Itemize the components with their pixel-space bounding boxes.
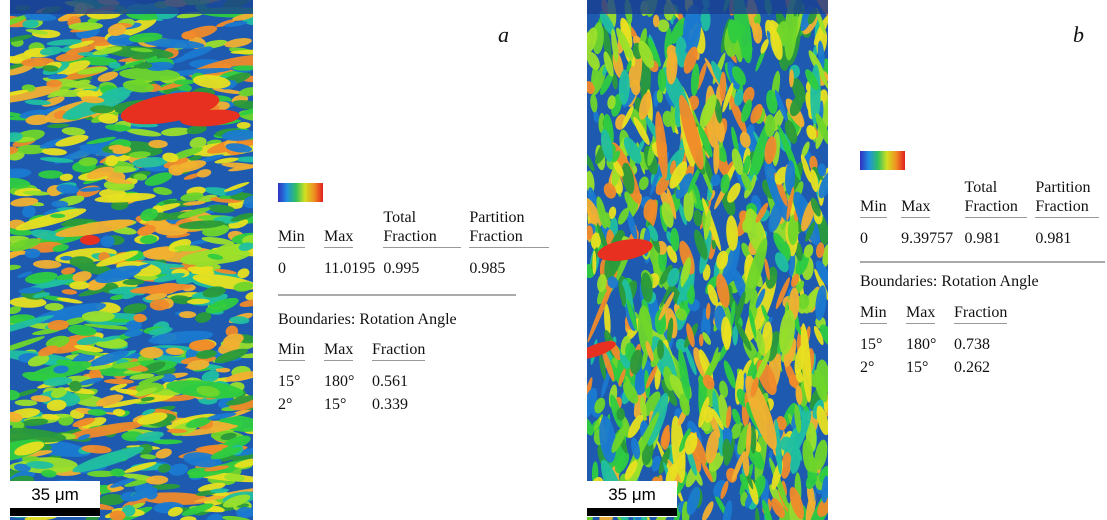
grain [161,374,176,383]
data-table: MinMaxFraction15°180°0.7382°15°0.262 [860,303,1032,377]
grain [179,311,196,318]
grain [150,299,170,310]
micrograph: 35 μm [10,0,253,520]
data-cell: 15° [860,324,906,354]
scale-bar-label: 35 μm [608,485,656,504]
data-cell: 0.339 [372,391,450,414]
data-row: 011.01950.9950.985 [278,248,557,278]
data-cell: 0 [278,248,324,278]
data-cell: 0.738 [954,324,1032,354]
scale-bar-label: 35 μm [31,485,79,504]
header-row: Min Max Total FractionPartition Fraction [860,178,1107,218]
scale-bar [10,508,100,516]
header-cell: Total Fraction [965,178,1036,218]
header-row: Min Max Total FractionPartition Fraction [278,208,557,248]
data-table: Min Max Total FractionPartition Fraction 09… [860,178,1107,248]
header-cell: Min [278,208,324,248]
header-text: Total Fraction [965,178,1028,218]
header-cell: Min [860,178,901,218]
header-cell: Min [860,303,906,324]
data-cell: 9.39757 [901,218,964,248]
data-cell: 2° [860,354,906,377]
header-row: Min Max Fraction [860,303,1032,324]
data-row: 09.397570.9810.981 [860,218,1107,248]
color-bar [278,183,323,202]
header-text: Max [324,227,353,248]
map-top-band [10,0,253,14]
header-text: Min [860,197,887,218]
data-cell: 15° [324,391,372,414]
header-cell: Max [324,208,383,248]
data-cell: 0 [860,218,901,248]
header-text: Fraction [954,303,1007,324]
page: (() => { const data = JSON.parse(documen… [0,0,1107,520]
panel-label: a [498,22,509,48]
data-cell: 2° [278,391,324,414]
map-top-band [587,0,828,14]
header-row: Min Max Fraction [278,340,450,361]
data-table: MinMaxFraction15°180°0.5612°15°0.339 [278,340,450,414]
header-cell: Max [906,303,954,324]
grain [80,235,100,245]
data-table: MinMaxTotal FractionPartition Fraction01… [278,208,557,278]
scale-bar [587,508,677,516]
separator [860,261,1105,263]
data-cell: 180° [906,324,954,354]
grain [592,250,596,274]
micrograph: 35 μm [587,0,828,520]
data-cell: 0.561 [372,361,450,391]
header-text: Partition Fraction [469,208,549,248]
separator [278,294,516,296]
header-text: Fraction [372,340,425,361]
header-cell: Total Fraction [383,208,469,248]
data-row: 15°180°0.738 [860,324,1032,354]
data-cell: 0.262 [954,354,1032,377]
data-cell: 15° [906,354,954,377]
data-row: 2°15°0.339 [278,391,450,414]
data-row: 15°180°0.561 [278,361,450,391]
panel-label: b [1073,22,1084,48]
color-bar [860,151,905,170]
header-text: Min [860,303,887,324]
data-cell: 0.981 [1035,218,1107,248]
data-cell: 0.985 [469,248,557,278]
header-text: Partition Fraction [1035,178,1099,218]
data-cell: 11.0195 [324,248,383,278]
header-text: Min [278,227,305,248]
header-text: Max [324,340,353,361]
header-cell: Fraction [372,340,450,361]
boundaries-title: Boundaries: Rotation Angle [278,311,457,329]
header-text: Max [906,303,935,324]
data-cell: 180° [324,361,372,391]
header-cell: Max [901,178,964,218]
header-cell: Partition Fraction [469,208,557,248]
header-text: Min [278,340,305,361]
header-text: Total Fraction [383,208,461,248]
data-cell: 0.981 [965,218,1036,248]
header-cell: Min [278,340,324,361]
boundaries-title: Boundaries: Rotation Angle [860,273,1039,291]
header-cell: Max [324,340,372,361]
data-row: 2°15°0.262 [860,354,1032,377]
header-cell: Fraction [954,303,1032,324]
header-cell: Partition Fraction [1035,178,1107,218]
data-cell: 0.995 [383,248,469,278]
data-cell: 15° [278,361,324,391]
header-text: Max [901,197,930,218]
